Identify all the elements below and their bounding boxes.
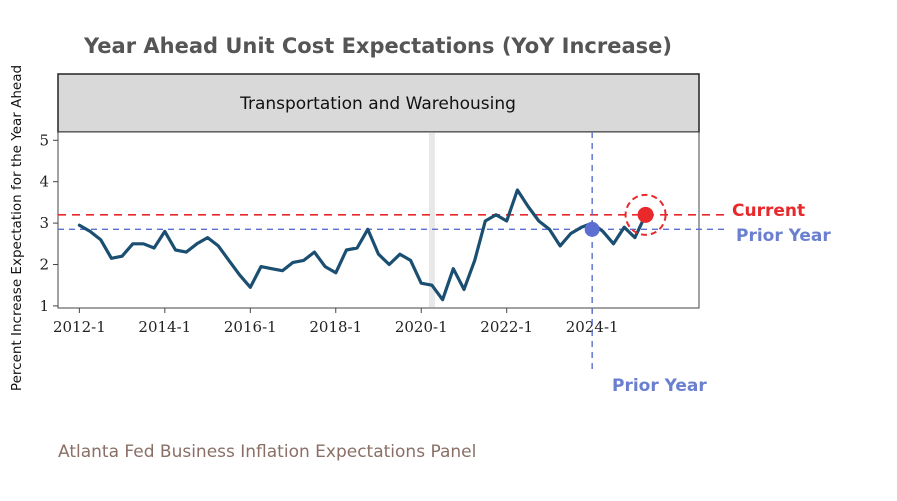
data-point bbox=[99, 238, 102, 241]
facet-strip bbox=[57, 73, 700, 133]
y-tick-label: 3 bbox=[39, 214, 49, 232]
data-point bbox=[409, 259, 412, 262]
data-point bbox=[249, 286, 252, 289]
data-point bbox=[238, 274, 241, 276]
data-point bbox=[623, 226, 626, 229]
data-point bbox=[206, 236, 209, 239]
x-tick-label: 2018-1 bbox=[309, 318, 362, 336]
chart-title: Year Ahead Unit Cost Expectations (YoY I… bbox=[83, 34, 672, 58]
data-point bbox=[270, 267, 273, 270]
data-point bbox=[516, 189, 519, 191]
data-point bbox=[388, 263, 390, 266]
data-point bbox=[131, 243, 134, 245]
data-point bbox=[463, 288, 465, 291]
data-point bbox=[634, 236, 636, 239]
data-point bbox=[313, 251, 316, 253]
data-point bbox=[302, 259, 305, 262]
data-point bbox=[377, 253, 380, 255]
data-point bbox=[89, 230, 91, 233]
prior-year-marker bbox=[584, 221, 600, 237]
current-marker bbox=[637, 206, 654, 223]
data-point bbox=[281, 269, 284, 272]
data-point bbox=[324, 265, 326, 268]
current-marker-ring bbox=[624, 193, 667, 236]
data-point bbox=[452, 267, 455, 270]
data-point bbox=[228, 259, 230, 262]
data-point bbox=[356, 247, 358, 249]
y-tick-label: 2 bbox=[39, 256, 49, 274]
data-point bbox=[537, 220, 540, 222]
data-point bbox=[142, 243, 145, 245]
source-note: Atlanta Fed Business Inflation Expectati… bbox=[58, 442, 476, 462]
y-axis-label: Percent Increase Expectation for the Yea… bbox=[9, 65, 25, 391]
x-tick-label: 2014-1 bbox=[138, 318, 191, 336]
prior-year-label-right: Prior Year bbox=[736, 226, 831, 246]
y-tick-label: 1 bbox=[39, 297, 49, 315]
x-tick-label: 2012-1 bbox=[53, 318, 106, 336]
current-label: Current bbox=[732, 201, 805, 221]
data-point bbox=[399, 253, 401, 255]
x-tick-label: 2024-1 bbox=[566, 318, 619, 336]
data-point bbox=[196, 243, 198, 245]
data-point bbox=[527, 205, 529, 208]
prior-year-label-bottom: Prior Year bbox=[612, 376, 707, 396]
data-point bbox=[484, 220, 487, 222]
chart-marks: 1 2 3 4 5 2012-1 2014-1 2016-1 2018-1 2020-1 2022-… bbox=[39, 131, 728, 370]
data-point bbox=[602, 230, 604, 233]
y-tick-label: 5 bbox=[39, 131, 49, 149]
data-point bbox=[260, 265, 262, 268]
data-point bbox=[612, 243, 615, 245]
shaded-period bbox=[428, 133, 435, 307]
facet-label: Transportation and Warehousing bbox=[239, 94, 516, 114]
data-point bbox=[164, 230, 166, 233]
data-point bbox=[570, 232, 572, 235]
data-point bbox=[473, 259, 476, 262]
data-point bbox=[110, 257, 113, 260]
data-point bbox=[441, 298, 444, 301]
data-point bbox=[495, 214, 497, 216]
data-point bbox=[334, 272, 337, 274]
data-point bbox=[367, 228, 369, 231]
data-point bbox=[345, 249, 348, 251]
y-tick-label: 4 bbox=[39, 173, 49, 191]
data-point bbox=[174, 249, 177, 251]
data-point bbox=[153, 247, 155, 249]
data-point bbox=[292, 261, 294, 264]
data-point bbox=[217, 245, 220, 247]
x-tick-label: 2022-1 bbox=[480, 318, 533, 336]
data-point bbox=[559, 245, 561, 247]
x-tick-label: 2020-1 bbox=[395, 318, 448, 336]
x-tick-label: 2016-1 bbox=[224, 318, 277, 336]
plot-panel bbox=[57, 131, 700, 309]
data-point bbox=[580, 226, 583, 229]
data-point bbox=[185, 251, 187, 253]
data-point bbox=[78, 224, 81, 226]
data-point bbox=[431, 284, 433, 287]
data-point bbox=[548, 228, 551, 231]
data-point bbox=[121, 255, 123, 258]
data-point bbox=[505, 220, 508, 222]
data-point bbox=[420, 282, 423, 284]
series-line bbox=[77, 188, 648, 302]
